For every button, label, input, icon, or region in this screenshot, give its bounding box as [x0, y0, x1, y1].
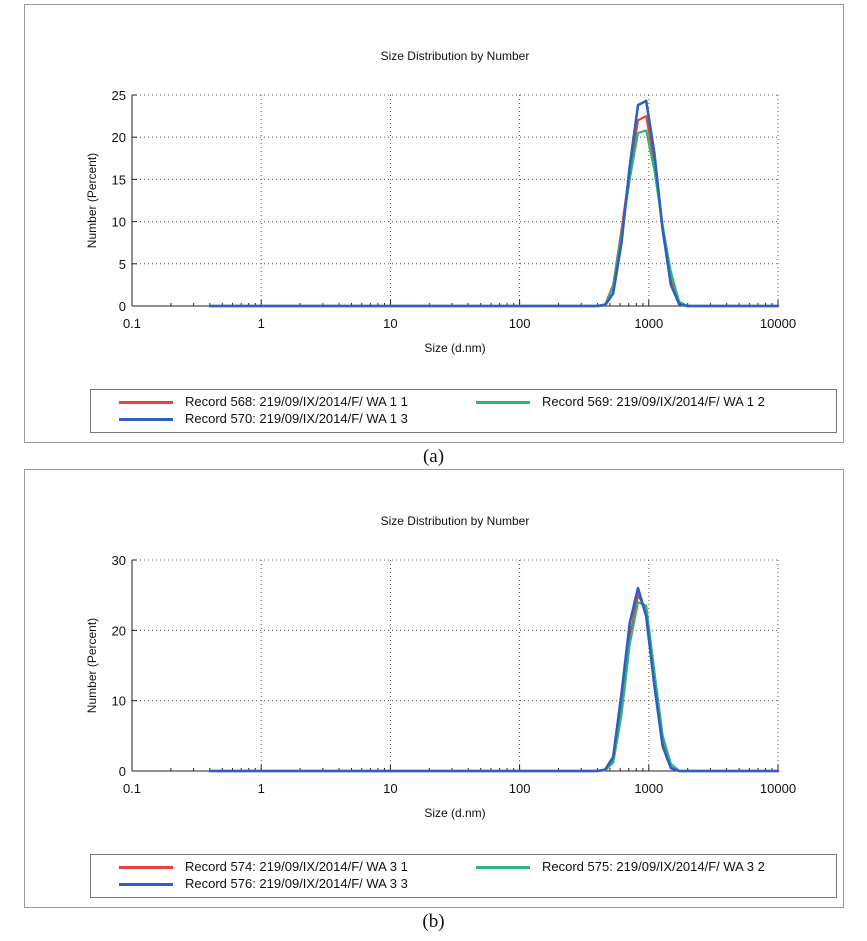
- chart-b-x-tick-label-4: 1000: [634, 781, 663, 796]
- chart-b-x-tick-label-0: 0.1: [123, 781, 141, 796]
- legend-a-label-3: Record 570: 219/09/IX/2014/F/ WA 1 3: [185, 411, 408, 426]
- chart-b-series-line-2: [208, 601, 780, 773]
- legend-b: Record 574: 219/09/IX/2014/F/ WA 3 1 Rec…: [90, 854, 837, 898]
- chart-a-x-tick-label-4: 1000: [634, 316, 663, 331]
- legend-a-label-1: Record 568: 219/09/IX/2014/F/ WA 1 1: [185, 394, 408, 409]
- chart-b-x-tick-label-2: 10: [383, 781, 397, 796]
- legend-b-swatch-2: [476, 866, 530, 870]
- chart-b-series-line-3: [208, 586, 780, 773]
- chart-a-y-tick-label-3: 15: [112, 172, 126, 187]
- chart-b-x-tick-label-1: 1: [258, 781, 265, 796]
- chart-panel-b: Size Distribution by Number 0.1 1 10 100 1000…: [24, 469, 844, 908]
- caption-b: (b): [422, 911, 445, 932]
- chart-a-x-tick-label-2: 10: [383, 316, 397, 331]
- chart-a-series-line-3: [208, 99, 780, 308]
- legend-a-label-2: Record 569: 219/09/IX/2014/F/ WA 1 2: [542, 394, 765, 409]
- legend-a-item-1: Record 568: 219/09/IX/2014/F/ WA 1 1: [119, 394, 408, 410]
- chart-a-y-tick-label-0: 0: [119, 299, 126, 314]
- chart-b-x-axis-label: Size (d.nm): [424, 806, 485, 820]
- chart-b-y-tick-label-0: 0: [119, 764, 126, 779]
- chart-a-chart-title: Size Distribution by Number: [381, 49, 530, 63]
- chart-a-x-tick-label-3: 100: [509, 316, 531, 331]
- chart-b-x-tick-label-5: 10000: [760, 781, 796, 796]
- legend-a-swatch-1: [119, 401, 173, 405]
- chart-b-y-axis-label: Number (Percent): [85, 618, 99, 713]
- legend-a-swatch-3: [119, 418, 173, 422]
- legend-b-label-2: Record 575: 219/09/IX/2014/F/ WA 3 2: [542, 859, 765, 874]
- chart-panel-a: Size Distribution by Number 0.1 1 10 100 1000…: [24, 4, 844, 443]
- legend-b-swatch-1: [119, 866, 173, 870]
- legend-a-item-3: Record 570: 219/09/IX/2014/F/ WA 1 3: [119, 411, 408, 427]
- legend-a: Record 568: 219/09/IX/2014/F/ WA 1 1 Rec…: [90, 389, 837, 433]
- legend-b-item-3: Record 576: 219/09/IX/2014/F/ WA 3 3: [119, 876, 408, 892]
- chart-b-y-tick-label-1: 10: [112, 694, 126, 709]
- chart-b-y-tick-label-3: 30: [112, 553, 126, 568]
- chart-a-y-tick-label-4: 20: [112, 130, 126, 145]
- chart-b-chart-title: Size Distribution by Number: [381, 514, 530, 528]
- chart-a-series-line-1: [208, 114, 780, 308]
- chart-b-x-tick-label-3: 100: [509, 781, 531, 796]
- chart-a-y-tick-label-5: 25: [112, 88, 126, 103]
- chart-b-y-tick-label-2: 20: [112, 623, 126, 638]
- chart-a-x-tick-label-5: 10000: [760, 316, 796, 331]
- chart-a-x-axis-label: Size (d.nm): [424, 341, 485, 355]
- chart-a-y-tick-label-1: 5: [119, 257, 126, 272]
- legend-a-swatch-2: [476, 401, 530, 405]
- chart-a-y-axis-label: Number (Percent): [85, 153, 99, 248]
- legend-b-label-1: Record 574: 219/09/IX/2014/F/ WA 3 1: [185, 859, 408, 874]
- caption-a: (a): [422, 446, 445, 467]
- legend-b-item-2: Record 575: 219/09/IX/2014/F/ WA 3 2: [476, 859, 765, 875]
- legend-b-item-1: Record 574: 219/09/IX/2014/F/ WA 3 1: [119, 859, 408, 875]
- chart-a-series-line-2: [208, 129, 780, 308]
- chart-b-series-line-1: [208, 594, 780, 773]
- legend-b-label-3: Record 576: 219/09/IX/2014/F/ WA 3 3: [185, 876, 408, 891]
- chart-a-x-tick-label-1: 1: [258, 316, 265, 331]
- chart-a-y-tick-label-2: 10: [112, 215, 126, 230]
- legend-a-item-2: Record 569: 219/09/IX/2014/F/ WA 1 2: [476, 394, 765, 410]
- legend-b-swatch-3: [119, 883, 173, 887]
- chart-a-x-tick-label-0: 0.1: [123, 316, 141, 331]
